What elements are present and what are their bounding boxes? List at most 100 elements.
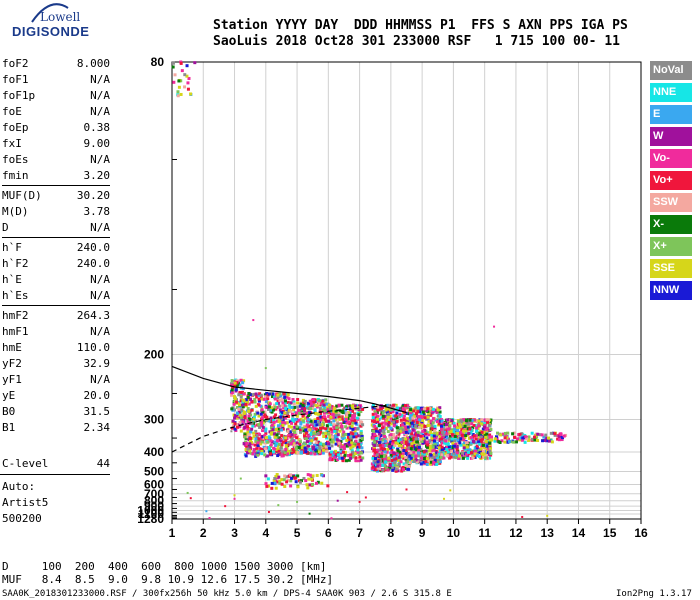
echo-point	[547, 436, 551, 440]
echo-point	[401, 423, 405, 427]
echo-point	[422, 460, 426, 464]
echo-point	[350, 417, 354, 421]
echo-point	[306, 427, 310, 431]
echo-point	[272, 432, 276, 436]
echo-point	[277, 420, 281, 424]
echo-point	[417, 449, 421, 453]
echo-point	[440, 419, 444, 423]
echo-point	[248, 442, 252, 446]
echo-point	[420, 407, 424, 411]
echo-point	[419, 456, 423, 460]
echo-point	[321, 431, 325, 435]
echo-point	[276, 447, 280, 451]
echo-point	[456, 431, 460, 435]
echo-point	[402, 468, 406, 472]
echo-point	[469, 436, 473, 440]
echo-point	[246, 447, 250, 451]
echo-point	[280, 478, 284, 482]
echo-point	[331, 406, 335, 410]
echo-point	[468, 448, 472, 452]
echo-point	[316, 480, 320, 484]
echo-point	[376, 408, 380, 412]
echo-point	[327, 419, 331, 423]
echo-point	[433, 430, 437, 434]
echo-point	[416, 447, 420, 451]
echo-point	[371, 432, 375, 436]
echo-point	[281, 450, 285, 454]
echo-point	[404, 437, 408, 441]
echo-point	[238, 413, 242, 417]
echo-point	[283, 485, 287, 489]
echo-point	[281, 418, 285, 422]
echo-point	[287, 451, 291, 455]
echo-point	[439, 424, 443, 428]
echo-point	[371, 465, 375, 469]
echo-point	[414, 424, 418, 428]
echo-point	[431, 407, 435, 411]
param-name: hmF1	[2, 325, 29, 338]
echo-point	[305, 483, 309, 487]
echo-point	[324, 434, 328, 438]
echo-point	[439, 455, 443, 459]
echo-point	[237, 393, 241, 397]
echo-point	[557, 435, 561, 439]
params-divider	[2, 185, 110, 186]
echo-point	[445, 453, 449, 457]
echo-point	[408, 416, 412, 420]
echo-point	[419, 406, 423, 410]
param-name: foF1p	[2, 89, 36, 102]
echo-point	[503, 440, 507, 444]
echo-point	[469, 431, 473, 435]
echo-point	[264, 429, 268, 433]
echo-point	[471, 456, 475, 460]
echo-point	[281, 421, 285, 425]
echo-point	[376, 444, 380, 448]
echo-point	[305, 411, 309, 415]
echo-point	[262, 415, 266, 419]
echo-point	[260, 420, 264, 424]
echo-point	[276, 439, 280, 443]
echo-point	[233, 494, 236, 497]
echo-point	[312, 400, 316, 404]
echo-point	[272, 479, 276, 483]
echo-point	[505, 436, 509, 440]
echo-point	[230, 393, 234, 397]
echo-point	[480, 444, 484, 448]
echo-point	[324, 445, 328, 449]
plot-frame	[171, 61, 642, 520]
echo-point	[344, 417, 348, 421]
echo-point	[322, 442, 326, 446]
echo-point	[242, 399, 246, 403]
echo-point	[357, 407, 361, 411]
echo-point	[374, 434, 378, 438]
echo-point	[319, 418, 323, 422]
echo-point	[241, 381, 245, 385]
echo-point	[394, 441, 398, 445]
echo-point	[457, 433, 461, 437]
echo-point	[425, 436, 429, 440]
echo-point	[485, 432, 489, 436]
echo-point	[237, 407, 241, 411]
echo-point	[323, 444, 327, 448]
echo-point	[418, 426, 422, 430]
echo-point	[405, 436, 409, 440]
echo-point	[455, 453, 459, 457]
echo-point	[475, 426, 479, 430]
echo-point	[294, 449, 298, 453]
echo-point	[373, 410, 377, 414]
echo-point	[415, 440, 419, 444]
echo-point	[409, 418, 413, 422]
echo-point	[397, 432, 401, 436]
echo-point	[372, 449, 376, 453]
echo-point	[302, 476, 306, 480]
echo-point	[279, 439, 283, 443]
echo-point	[421, 452, 425, 456]
echo-point	[355, 416, 359, 420]
param-value: N/A	[90, 105, 110, 118]
echo-point	[435, 431, 439, 435]
echo-point	[372, 429, 376, 433]
echo-point	[434, 454, 438, 458]
echo-point	[381, 463, 385, 467]
echo-point	[252, 319, 255, 322]
echo-point	[399, 418, 403, 422]
